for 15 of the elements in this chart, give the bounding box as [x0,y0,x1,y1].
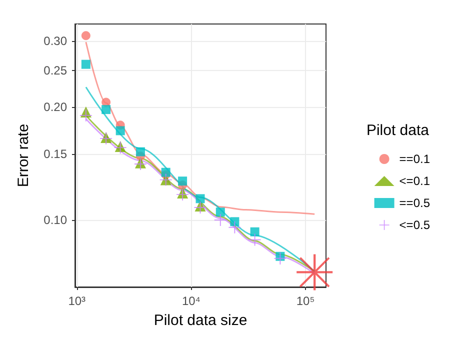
y-tick-label: 0.30 [44,34,68,48]
x-tick-label: 10⁵ [296,294,315,308]
y-tick-label: 0.15 [44,146,68,161]
y-tick-label: 0.25 [44,64,68,78]
legend-label: ==0.1 [399,152,430,166]
x-axis-title: Pilot data size [154,312,248,329]
x-tick-label: 10³ [68,294,86,308]
y-tick-label: 0.20 [44,100,68,114]
legend-label: <=0.5 [399,218,430,232]
legend-title: Pilot data [366,122,430,139]
legend-label: <=0.1 [399,174,430,188]
x-tick-label: 10⁴ [182,294,200,308]
legend-label: ==0.5 [399,196,430,210]
y-axis-title: Error rate [15,124,32,188]
y-tick-label: 0.10 [44,213,68,228]
